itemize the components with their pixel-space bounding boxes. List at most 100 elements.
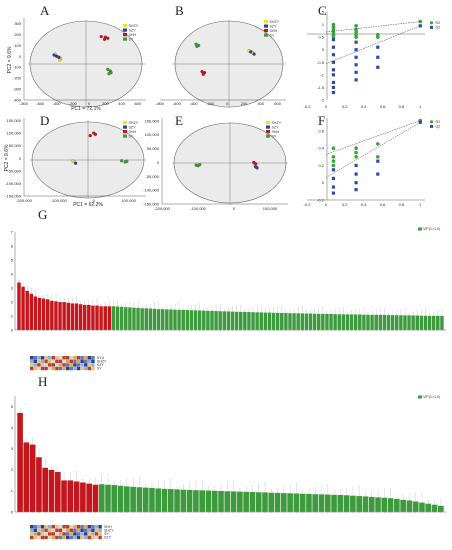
heatmap-cell [44, 359, 48, 363]
data-point [93, 132, 98, 136]
legend-swatch [418, 227, 422, 231]
heatmap-cell [84, 535, 88, 540]
heatmap-cell [48, 525, 52, 529]
y-tick-label: 0 [11, 509, 14, 514]
y-axis-label-a: PC2 = 9.6% [7, 46, 13, 73]
data-point [125, 159, 129, 163]
heatmap-cell [73, 356, 77, 360]
y-tick-label: -1 [320, 72, 324, 77]
vip-bar [123, 486, 130, 513]
heatmap-cell [66, 528, 70, 532]
heatmap-cell [40, 356, 45, 360]
heatmap-cell [87, 363, 91, 367]
vip-bar [400, 499, 407, 513]
data-point [418, 120, 422, 124]
heatmap-cell [48, 356, 52, 360]
x-tick-label: -400 [53, 101, 62, 106]
y-tick-label: 0 [19, 54, 22, 59]
data-point [331, 168, 336, 172]
y-tick-label: -100 [13, 65, 22, 70]
regression-line-r2 [325, 120, 421, 155]
heatmap-cell [80, 359, 84, 363]
x-axis-label-a: PC1 = 72.1% [71, 106, 101, 112]
panel-label-e: E [175, 113, 183, 128]
heatmap-cell [62, 535, 66, 540]
data-point [331, 80, 336, 84]
vip-bar [167, 488, 174, 513]
legend-swatch [430, 25, 433, 29]
x-tick-label: 1 [419, 202, 422, 207]
heatmap-cell [87, 525, 91, 529]
x-tick-label: 0 [226, 101, 229, 106]
vip-bar [148, 487, 155, 513]
legend-swatch [123, 121, 127, 125]
heatmap-cell [51, 532, 55, 536]
vip-bar [35, 457, 42, 513]
legend-label: SY [129, 38, 134, 42]
x-tick-label: 0 [325, 202, 328, 207]
data-point [107, 72, 111, 76]
heatmap-cell [80, 363, 84, 367]
x-tick-label: -200,000 [154, 206, 171, 211]
y-tick-label: 0 [322, 47, 325, 52]
legend-swatch [264, 24, 268, 28]
y-tick-label: -150,000 [143, 202, 160, 207]
heatmap-cell [69, 366, 73, 371]
heatmap-cell [69, 525, 73, 529]
heatmap-cell [51, 528, 55, 532]
legend-swatch [264, 20, 268, 24]
vip-bar [393, 498, 400, 513]
heatmap-cell [62, 359, 66, 363]
y-tick-label: 1 [11, 488, 14, 493]
y-tick-label: -200 [13, 76, 22, 81]
y-tick-label: 150,000 [7, 118, 22, 123]
vip-bar [174, 489, 181, 513]
vip-bar [293, 493, 300, 513]
data-point [331, 60, 336, 64]
heatmap-cell [80, 528, 84, 532]
heatmap-cell [30, 528, 34, 532]
data-point [376, 45, 380, 49]
data-point [57, 55, 61, 59]
heatmap-cell [76, 363, 81, 367]
y-tick-label: 0 [19, 156, 22, 161]
data-point [331, 22, 336, 27]
heatmap-cell [62, 356, 66, 360]
heatmap-cell [37, 359, 41, 363]
heatmap-cell [44, 532, 48, 536]
heatmap-cell [87, 535, 91, 540]
heatmap-cell [48, 359, 52, 363]
vip-bar [186, 489, 193, 513]
legend-label: SHH [272, 130, 280, 134]
heatmap-cell [69, 363, 73, 367]
heatmap-cell [84, 359, 88, 363]
vip-bar [337, 494, 344, 513]
heatmap-cell [62, 528, 66, 532]
heatmap-cell [87, 366, 91, 371]
y-tick-label: -100,000 [5, 181, 22, 186]
legend-swatch [123, 125, 127, 129]
heatmap-cell [87, 356, 91, 360]
heatmap-cell [58, 535, 63, 540]
heatmap-cell [40, 359, 45, 363]
legend-swatch [123, 37, 127, 41]
vip-bar [136, 487, 143, 513]
vip-bar [249, 491, 256, 513]
data-point [354, 35, 358, 39]
x-tick-label: 0 [233, 206, 236, 211]
heatmap-cell [62, 525, 66, 529]
heatmap-cell [30, 525, 34, 529]
data-point [331, 155, 336, 159]
heatmap-cell [51, 356, 55, 360]
heatmap-cell [98, 535, 102, 540]
x-tick-label: -200 [206, 101, 215, 106]
data-point [331, 90, 336, 95]
vip-bar [312, 493, 319, 513]
y-tick-label: 1.5 [318, 10, 324, 15]
data-point [354, 70, 358, 74]
vip-bar [343, 495, 350, 513]
x-tick-label: -600 [173, 101, 182, 106]
y-tick-label: -1.5 [317, 85, 325, 90]
x-tick-label: -0.2 [304, 202, 312, 207]
